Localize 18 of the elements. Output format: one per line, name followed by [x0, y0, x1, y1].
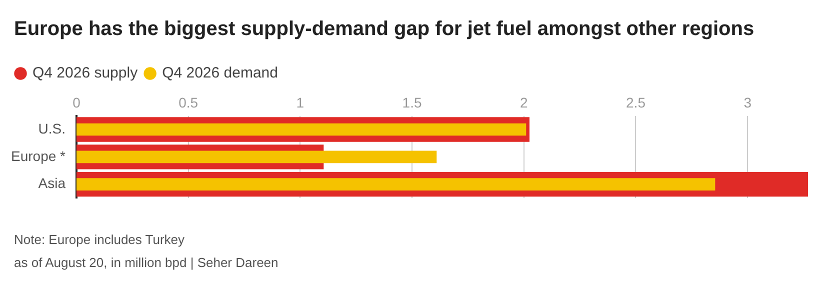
- y-tick-label: U.S.: [38, 120, 66, 136]
- text: Note: Europe includes Turkey: [14, 231, 186, 249]
- x-tick-label: 1.5: [402, 94, 422, 110]
- chart-title: Europe has the biggest supply-demand gap for jet fuel amongst other regions: [14, 18, 754, 41]
- x-tick-label: 3: [744, 94, 752, 110]
- y-tick-label: Asia: [38, 175, 66, 192]
- x-tick-label: 2: [520, 94, 528, 110]
- bar: [76, 150, 437, 164]
- text: as of August 20, in million bpd | Seher Dareen: [14, 254, 278, 272]
- x-tick-label: 1: [296, 94, 304, 110]
- x-tick-label: 0: [72, 94, 81, 110]
- x-tick-label: 0.5: [178, 94, 198, 110]
- bar: [76, 123, 526, 136]
- x-tick-label: 2.5: [626, 94, 646, 110]
- y-tick-label: Europe *: [11, 148, 66, 164]
- legend-label: Q4 2026 demand: [162, 64, 278, 82]
- legend-label: Q4 2026 supply: [32, 64, 138, 82]
- bar: [76, 178, 716, 190]
